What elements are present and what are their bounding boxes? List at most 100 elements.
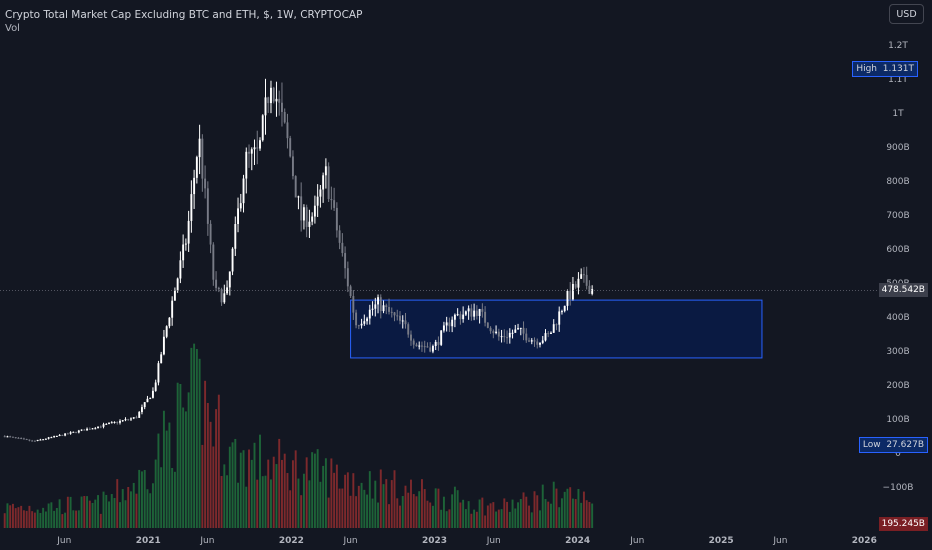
candle-body: [473, 310, 476, 317]
volume-bar: [108, 501, 110, 528]
candle-body: [215, 279, 218, 288]
volume-bar: [440, 509, 443, 528]
candle-body: [330, 198, 333, 201]
volume-bar: [28, 505, 31, 528]
volume-bar: [217, 394, 220, 528]
candle-body: [176, 278, 179, 291]
volume-bar: [481, 497, 484, 528]
candle-body: [385, 305, 388, 308]
volume-bar: [415, 496, 418, 528]
candle-body: [495, 331, 498, 334]
candle-body: [497, 331, 500, 337]
low-tag: Low 27.627B: [858, 436, 928, 453]
currency-button[interactable]: USD: [889, 4, 924, 24]
candle-body: [105, 423, 108, 425]
volume-bar: [388, 504, 390, 528]
candle-body: [544, 333, 547, 341]
candle-body: [33, 440, 36, 442]
candle-body: [429, 347, 432, 352]
high-value: 1.131T: [882, 64, 914, 75]
volume-indicator-label[interactable]: Vol: [5, 23, 20, 34]
volume-bar: [198, 358, 201, 528]
volume-bar: [204, 380, 207, 528]
candle-body: [138, 412, 141, 418]
candle-body: [47, 437, 50, 439]
volume-bar: [157, 433, 160, 528]
candle-body: [481, 309, 484, 312]
candle-body: [11, 436, 14, 438]
candle-body: [346, 268, 349, 287]
candle-body: [61, 435, 64, 437]
volume-bar: [366, 494, 369, 528]
volume-bar: [267, 459, 270, 528]
volume-bar: [302, 473, 305, 528]
candle-body: [511, 332, 514, 334]
candle-body: [39, 439, 42, 441]
candle-body: [508, 332, 511, 338]
volume-bar: [283, 453, 286, 528]
volume-bar: [190, 347, 193, 528]
volume-bar: [503, 498, 506, 528]
candle-body: [281, 102, 283, 112]
candle-body: [171, 300, 174, 318]
volume-bar: [404, 485, 407, 528]
volume-bar: [464, 509, 467, 528]
candle-body: [308, 221, 311, 227]
volume-bar: [341, 488, 344, 528]
time-axis[interactable]: Jun 2021 Jun 2022 Jun 2023 Jun 2024 Jun 2025 Jun 20…: [56, 536, 877, 546]
candle-body: [179, 260, 182, 279]
volume-bar: [119, 502, 121, 528]
price-tick-label: 800B: [886, 177, 909, 187]
candle-body: [418, 345, 421, 347]
volume-bar: [360, 482, 363, 528]
candle-body: [253, 147, 256, 150]
candle-body: [379, 297, 382, 312]
volume-bar: [55, 507, 58, 528]
volume-bar: [352, 473, 355, 528]
candle-body: [434, 341, 437, 346]
volume-bar: [423, 489, 426, 528]
volume-layer: [3, 343, 594, 528]
last-price-tag: 478.542B: [878, 283, 928, 298]
volume-bar: [382, 484, 385, 528]
time-tick-label: 2022: [279, 536, 304, 546]
candle-body: [333, 200, 336, 208]
candle-body: [198, 138, 201, 158]
candle-body: [234, 224, 237, 249]
candle-body: [248, 151, 250, 154]
candle-body: [151, 390, 154, 398]
candle-body: [431, 345, 434, 352]
volume-bar: [39, 512, 42, 528]
volume-bar: [135, 493, 138, 528]
candle-body: [464, 311, 467, 315]
volume-bar: [519, 499, 522, 528]
candle-body: [558, 311, 561, 325]
price-tick-label: 700B: [886, 211, 909, 221]
volume-bar: [75, 510, 78, 528]
candle-body: [525, 333, 528, 341]
volume-bar: [168, 422, 171, 528]
volume-bar: [146, 489, 149, 528]
candle-body: [127, 419, 130, 421]
candle-body: [582, 274, 585, 276]
volume-bar: [574, 499, 577, 528]
candle-body: [390, 311, 393, 313]
volume-bar: [31, 511, 34, 528]
volume-bar: [333, 472, 336, 528]
candle-body: [344, 253, 347, 269]
candle-body: [478, 309, 481, 316]
volume-bar: [83, 496, 86, 528]
time-tick-label: Jun: [772, 536, 787, 546]
volume-bar: [528, 505, 530, 528]
candle-body: [459, 314, 462, 320]
price-tick-label: 400B: [886, 313, 909, 323]
volume-bar: [374, 480, 377, 528]
volume-bar: [561, 498, 563, 528]
volume-bar: [338, 488, 341, 528]
volume-bar: [385, 479, 388, 528]
candle-body: [382, 305, 385, 312]
volume-bar: [160, 467, 163, 528]
candle-body: [212, 244, 215, 280]
volume-bar: [462, 499, 465, 528]
